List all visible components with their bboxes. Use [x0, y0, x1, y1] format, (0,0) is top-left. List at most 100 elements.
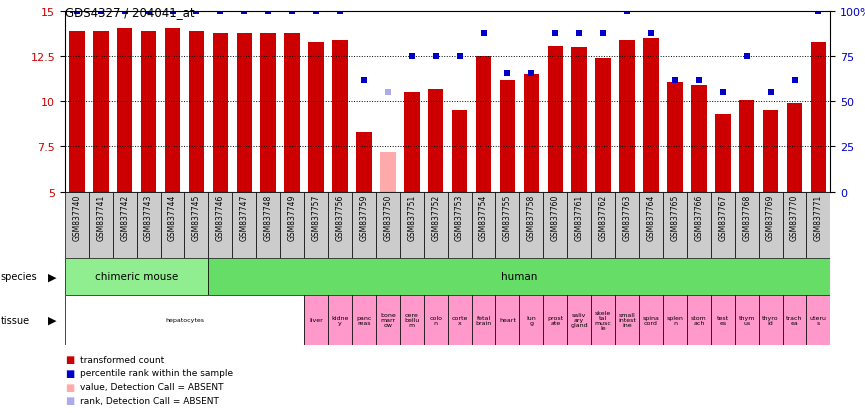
Bar [811, 43, 826, 192]
Text: corte
x: corte x [452, 315, 468, 325]
Bar [208, 192, 233, 258]
Text: ■: ■ [65, 382, 74, 392]
Bar [783, 295, 806, 345]
Text: ■: ■ [65, 395, 74, 405]
Bar [543, 192, 567, 258]
Bar [471, 192, 496, 258]
Text: test
es: test es [717, 315, 729, 325]
Text: ▶: ▶ [48, 272, 56, 282]
Bar [65, 258, 208, 295]
Text: GSM837747: GSM837747 [240, 194, 249, 240]
Text: GSM837759: GSM837759 [360, 194, 368, 240]
Bar [615, 192, 639, 258]
Text: GSM837753: GSM837753 [455, 194, 465, 240]
Text: GSM837750: GSM837750 [383, 194, 393, 240]
Bar [328, 192, 352, 258]
Bar [644, 39, 659, 192]
Text: liver: liver [309, 318, 323, 323]
Text: rank, Detection Call = ABSENT: rank, Detection Call = ABSENT [80, 396, 220, 405]
Bar [213, 34, 228, 192]
Bar [236, 34, 252, 192]
Bar [663, 295, 687, 345]
Text: stom
ach: stom ach [691, 315, 707, 325]
Text: cere
bellu
m: cere bellu m [404, 313, 420, 328]
Bar [715, 115, 731, 192]
Bar [639, 192, 663, 258]
Bar [400, 192, 424, 258]
Text: percentile rank within the sample: percentile rank within the sample [80, 368, 234, 377]
Bar [759, 295, 783, 345]
Text: GSM837742: GSM837742 [120, 194, 129, 240]
Text: GSM837754: GSM837754 [479, 194, 488, 240]
Text: panc
reas: panc reas [356, 315, 372, 325]
Text: ■: ■ [65, 354, 74, 364]
Bar [591, 192, 615, 258]
Text: bone
marr
ow: bone marr ow [380, 313, 395, 328]
Bar [304, 295, 328, 345]
Bar [424, 295, 448, 345]
Bar [591, 295, 615, 345]
Bar [256, 192, 280, 258]
Bar [783, 192, 806, 258]
Bar [739, 100, 754, 192]
Text: GSM837749: GSM837749 [288, 194, 297, 240]
Bar [352, 192, 376, 258]
Bar [691, 86, 707, 192]
Bar [376, 192, 400, 258]
Text: small
intest
ine: small intest ine [618, 313, 636, 328]
Text: GSM837746: GSM837746 [216, 194, 225, 240]
Text: GSM837756: GSM837756 [336, 194, 344, 240]
Bar [619, 41, 635, 192]
Bar [500, 81, 516, 192]
Text: GSM837762: GSM837762 [599, 194, 607, 240]
Text: lun
g: lun g [527, 315, 536, 325]
Bar [184, 192, 208, 258]
Bar [496, 295, 519, 345]
Bar [89, 192, 112, 258]
Bar [260, 34, 276, 192]
Bar [523, 75, 539, 192]
Bar [496, 192, 519, 258]
Text: GDS4327 / 204041_at: GDS4327 / 204041_at [65, 6, 195, 19]
Text: saliv
ary
gland: saliv ary gland [570, 313, 588, 328]
Text: GSM837741: GSM837741 [96, 194, 106, 240]
Bar [332, 41, 348, 192]
Text: GSM837770: GSM837770 [790, 194, 799, 240]
Bar [687, 192, 711, 258]
Bar [65, 295, 304, 345]
Text: heart: heart [499, 318, 516, 323]
Text: GSM837740: GSM837740 [73, 194, 81, 240]
Bar [376, 295, 400, 345]
Bar [667, 83, 682, 192]
Bar [548, 47, 563, 192]
Bar [137, 192, 161, 258]
Bar [117, 28, 132, 192]
Text: uteru
s: uteru s [810, 315, 827, 325]
Text: GSM837758: GSM837758 [527, 194, 535, 240]
Text: GSM837748: GSM837748 [264, 194, 272, 240]
Text: trach
ea: trach ea [786, 315, 803, 325]
Text: GSM837766: GSM837766 [695, 194, 703, 240]
Text: GSM837761: GSM837761 [574, 194, 584, 240]
Bar [93, 32, 108, 192]
Text: thym
us: thym us [739, 315, 755, 325]
Text: spina
cord: spina cord [643, 315, 659, 325]
Text: species: species [1, 272, 37, 282]
Text: GSM837765: GSM837765 [670, 194, 679, 240]
Text: ■: ■ [65, 368, 74, 378]
Bar [308, 43, 324, 192]
Bar [759, 192, 783, 258]
Text: GSM837768: GSM837768 [742, 194, 751, 240]
Bar [806, 192, 830, 258]
Bar [233, 192, 256, 258]
Bar [639, 295, 663, 345]
Bar [519, 192, 543, 258]
Bar [380, 152, 395, 192]
Bar [476, 57, 491, 192]
Bar [69, 32, 85, 192]
Bar [161, 192, 184, 258]
Text: skele
tal
musc
le: skele tal musc le [595, 310, 612, 330]
Bar [304, 192, 328, 258]
Text: value, Detection Call = ABSENT: value, Detection Call = ABSENT [80, 382, 224, 391]
Bar [615, 295, 639, 345]
